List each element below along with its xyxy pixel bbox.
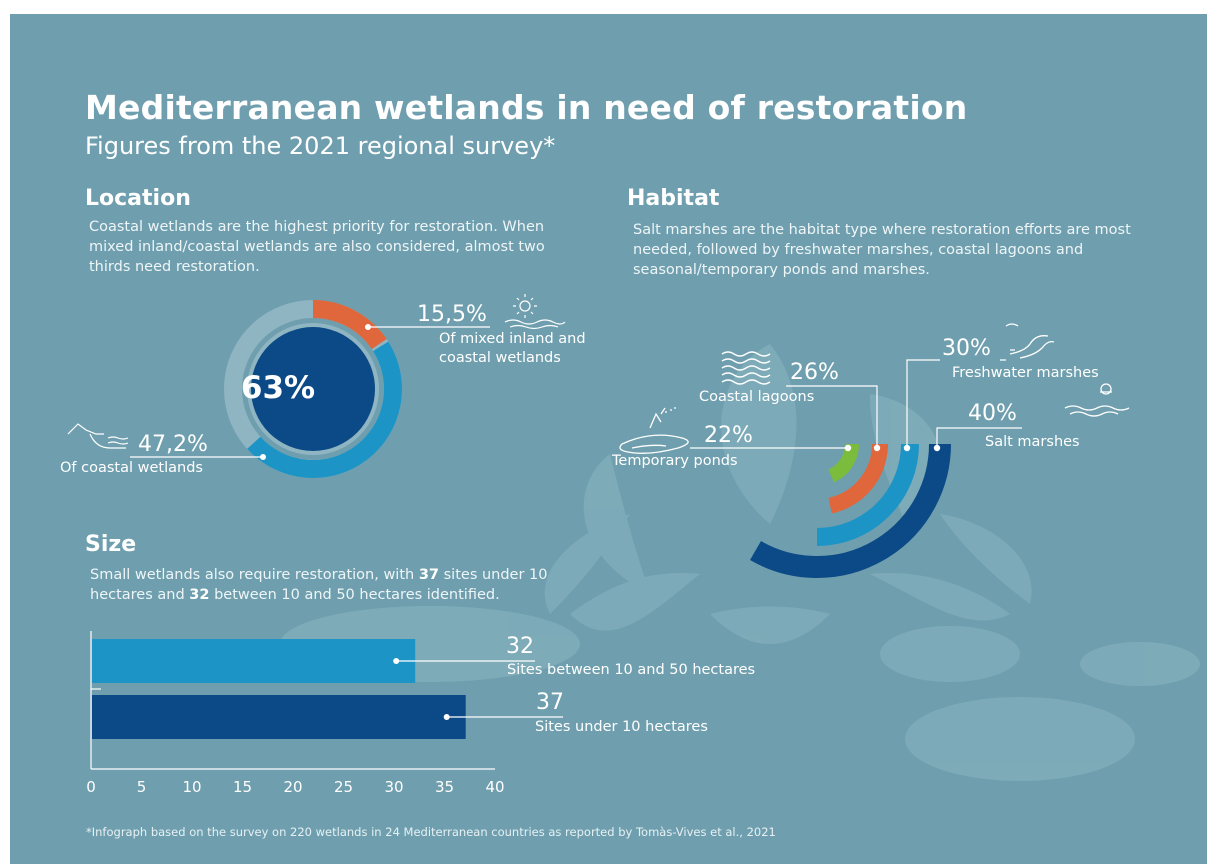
donut-slice-mixed <box>312 300 387 350</box>
size-x-tick-label: 10 <box>182 778 201 796</box>
lagoons-leader-line <box>786 385 878 448</box>
habitat-description: Salt marshes are the habitat type where … <box>633 222 1131 278</box>
habitat-arc-chart <box>690 359 1022 578</box>
coastal-leader-dot <box>260 454 266 460</box>
bar-10-50-label: Sites between 10 and 50 hectares <box>507 662 756 678</box>
size-x-tick-label: 30 <box>384 778 403 796</box>
bar-under-10-leader-dot <box>443 714 450 720</box>
size-count-under-10: 37 <box>418 567 440 583</box>
bar-10-50-rect <box>92 639 416 683</box>
habitat-heading: Habitat <box>627 186 720 211</box>
size-count-10-50: 32 <box>189 587 210 603</box>
coastal-wetlands-label: Of coastal wetlands <box>60 460 203 476</box>
size-text-pre: Small wetlands also require restoration,… <box>90 567 419 583</box>
bar-10-50-leader-dot <box>393 658 400 664</box>
mixed-wetlands-label-1: Of mixed inland and <box>439 331 586 347</box>
size-x-tick-label: 5 <box>137 778 147 796</box>
page-title: Mediterranean wetlands in need of restor… <box>85 88 968 127</box>
coastal-lagoons-value: 26% <box>790 360 839 385</box>
salt-marshes-value: 40% <box>968 401 1017 426</box>
location-donut-chart <box>130 300 490 479</box>
sun-waves-icon <box>504 294 566 330</box>
arc-freshwater-marshes <box>816 443 919 546</box>
river-icon <box>1000 323 1055 361</box>
size-description: Small wetlands also require restoration,… <box>90 565 610 605</box>
pond-icon <box>619 407 689 454</box>
size-x-tick-label: 40 <box>485 778 504 796</box>
size-bar-chart: 0 5 10 15 20 25 30 35 40 <box>86 631 563 796</box>
footnote: *Infograph based on the survey on 220 we… <box>86 825 776 839</box>
size-x-tick-label: 15 <box>233 778 252 796</box>
bar-under-10-value: 37 <box>536 690 564 715</box>
size-text-mid: sites under 10 hectares and <box>90 567 548 603</box>
size-x-tick-label: 20 <box>283 778 302 796</box>
size-x-tick-label: 35 <box>435 778 454 796</box>
infographic-canvas: Mediterranean wetlands in need of restor… <box>10 14 1207 864</box>
size-text-post: between 10 and 50 hectares identified. <box>209 587 500 603</box>
coastal-lagoons-label: Coastal lagoons <box>699 389 815 405</box>
bar-under-10-rect <box>92 695 466 739</box>
freshwater-marshes-value: 30% <box>942 336 991 361</box>
donut-center-label: 63% <box>240 370 316 406</box>
temporary-ponds-label: Temporary ponds <box>612 453 738 469</box>
salt-leader-line <box>936 427 1022 448</box>
coast-icon <box>67 423 129 449</box>
location-heading: Location <box>85 186 191 211</box>
freshwater-marshes-label: Freshwater marshes <box>952 365 1099 381</box>
habitat-leader-dot-salt-marshes <box>933 444 941 452</box>
bar-under-10-label: Sites under 10 hectares <box>535 719 708 735</box>
habitat-leader-dot-coastal-lagoons <box>873 444 881 452</box>
habitat-leader-dot-freshwater-marshes <box>903 444 911 452</box>
location-description: Coastal wetlands are the highest priorit… <box>89 219 545 275</box>
arc-coastal-lagoons <box>828 443 888 514</box>
charts-layer: 0 5 10 15 20 25 30 35 40 <box>67 294 1130 796</box>
size-x-tick-label: 0 <box>86 778 96 796</box>
salt-marshes-label: Salt marshes <box>985 434 1080 450</box>
size-heading: Size <box>85 532 137 557</box>
donut-slice-coastal <box>247 341 403 479</box>
mixed-wetlands-value: 15,5% <box>417 302 487 327</box>
bar-10-50-value: 32 <box>506 634 534 659</box>
mixed-wetlands-label-2: coastal wetlands <box>439 350 561 366</box>
freshwater-leader-line <box>906 359 940 448</box>
waves-icon <box>721 351 771 385</box>
mixed-leader-dot <box>365 324 371 330</box>
donut-center-disc <box>251 327 375 451</box>
page-subtitle: Figures from the 2021 regional survey* <box>85 132 556 160</box>
arc-salt-marshes <box>750 443 951 578</box>
coastal-wetlands-value: 47,2% <box>138 432 208 457</box>
size-x-tick-label: 25 <box>334 778 353 796</box>
salt-marsh-icon <box>1064 383 1130 417</box>
habitat-leader-dot-temporary-ponds <box>844 444 852 452</box>
habitat-icons <box>67 294 1130 454</box>
temporary-ponds-value: 22% <box>704 423 753 448</box>
arc-temporary-ponds <box>828 443 859 483</box>
